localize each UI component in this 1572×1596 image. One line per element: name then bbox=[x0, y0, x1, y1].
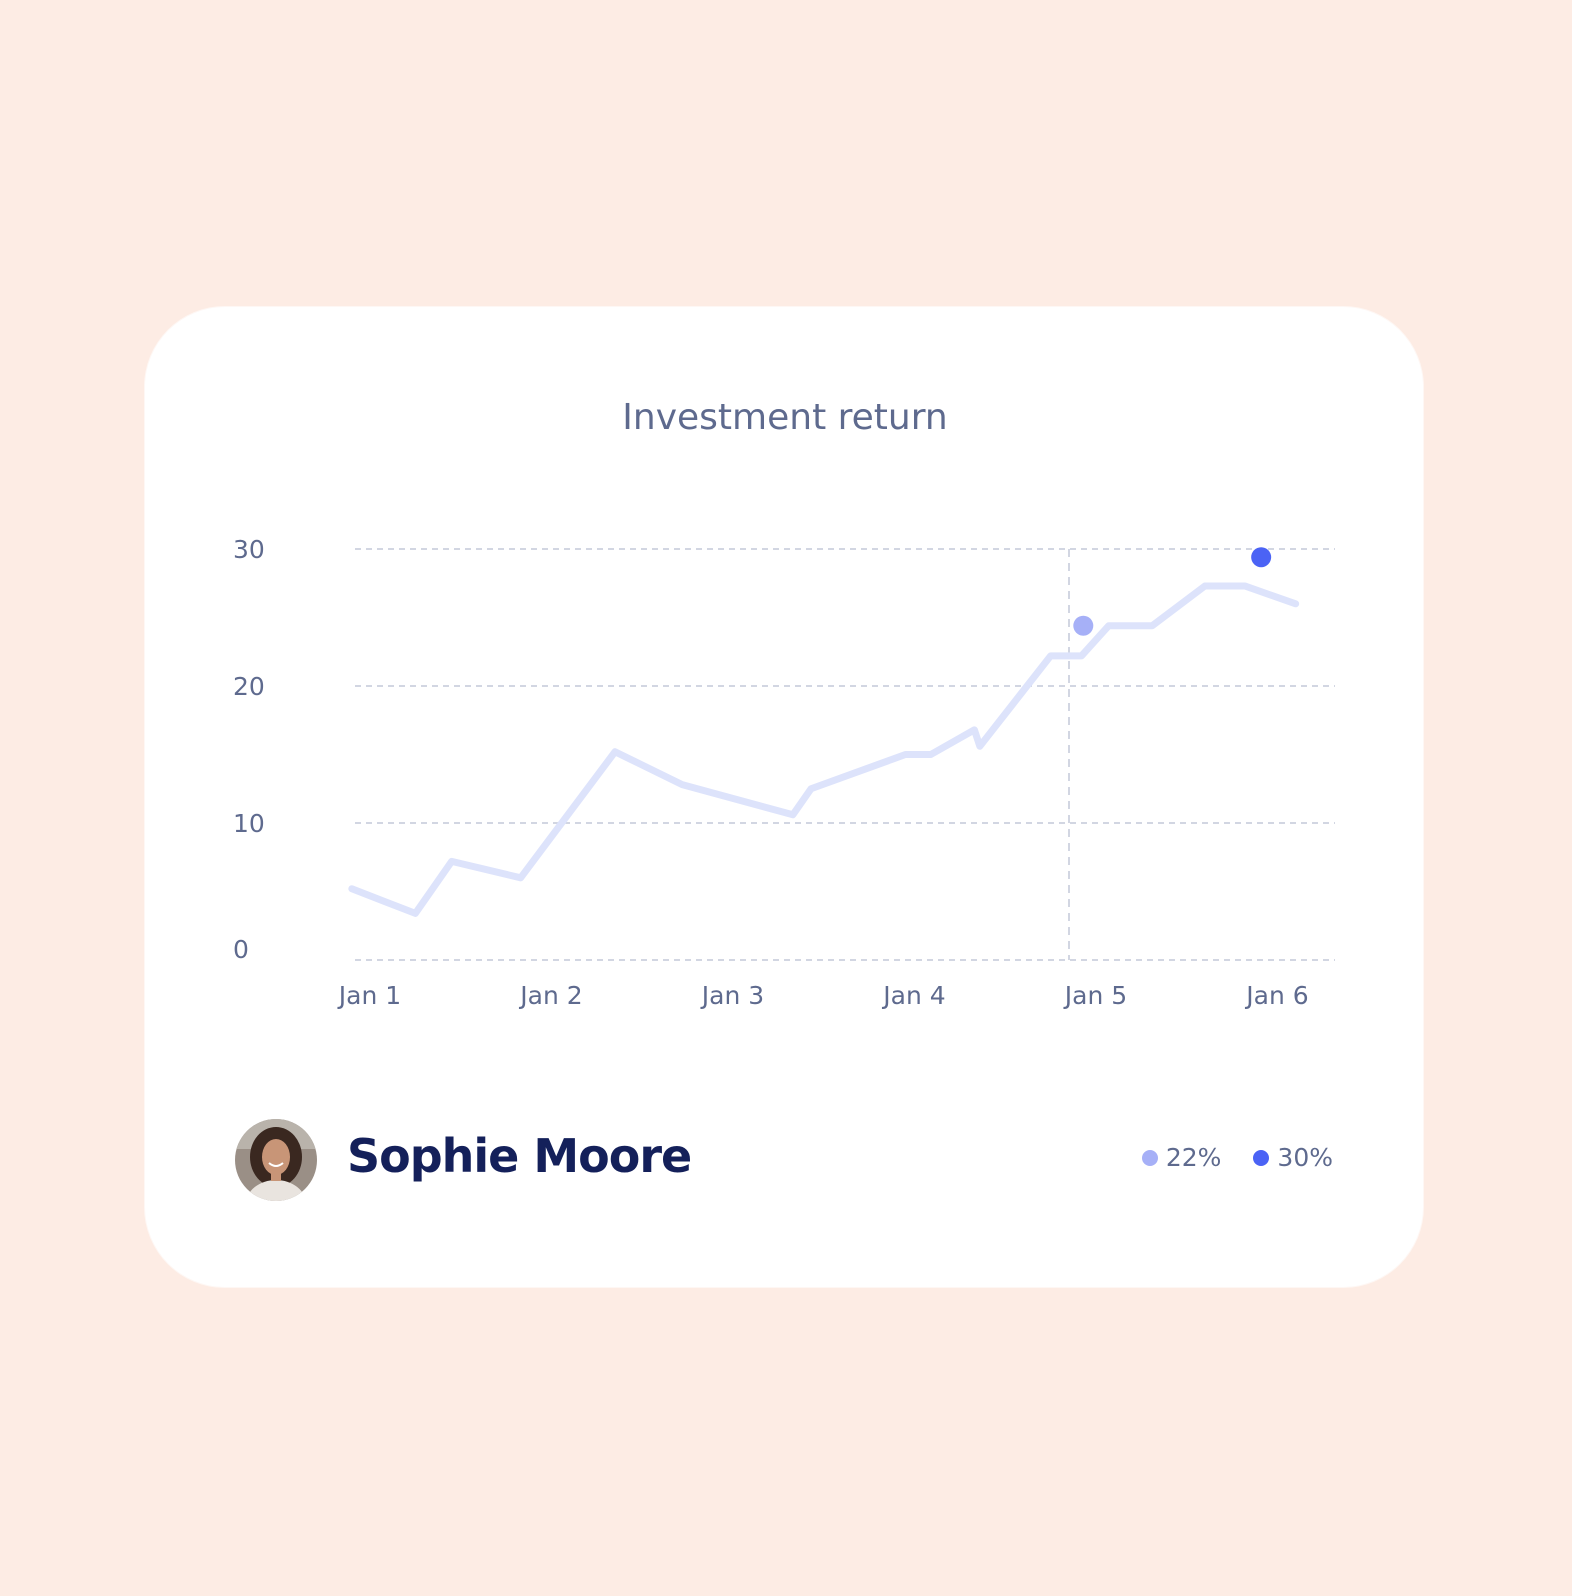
x-tick-label: Jan 1 bbox=[337, 981, 401, 1010]
y-tick-label: 0 bbox=[233, 935, 249, 964]
chart-card: Investment return 0 10 20 30 Jan 1 Jan 2 Jan … bbox=[145, 307, 1423, 1287]
legend-item: 22% bbox=[1141, 1143, 1222, 1172]
card-footer: Sophie Moore 22% 30% bbox=[235, 1119, 1333, 1201]
data-point-marker bbox=[1073, 615, 1094, 636]
x-tick-label: Jan 5 bbox=[1063, 981, 1127, 1010]
chart-title: Investment return bbox=[622, 397, 947, 438]
legend-label: 30% bbox=[1277, 1143, 1333, 1172]
user-name: Sophie Moore bbox=[347, 1129, 692, 1183]
legend-dot bbox=[1141, 1149, 1158, 1166]
y-tick-label: 20 bbox=[233, 672, 265, 701]
legend: 22% 30% bbox=[1141, 1143, 1333, 1172]
grid-lines bbox=[355, 548, 1335, 961]
avatar bbox=[235, 1119, 317, 1201]
series-line bbox=[348, 582, 1300, 917]
legend-item: 30% bbox=[1253, 1143, 1333, 1172]
y-tick-label: 30 bbox=[233, 535, 265, 564]
x-tick-label: Jan 6 bbox=[1244, 981, 1308, 1010]
series-layer bbox=[348, 582, 1300, 917]
x-tick-label: Jan 2 bbox=[518, 981, 582, 1010]
legend-label: 22% bbox=[1165, 1143, 1222, 1172]
y-axis-ticks: 0 10 20 30 bbox=[233, 535, 265, 964]
legend-dot bbox=[1253, 1149, 1270, 1166]
x-tick-label: Jan 3 bbox=[700, 981, 764, 1010]
marker-layer bbox=[1073, 547, 1272, 636]
data-point-marker bbox=[1251, 547, 1272, 568]
x-tick-label: Jan 4 bbox=[881, 981, 945, 1010]
x-axis-ticks: Jan 1 Jan 2 Jan 3 Jan 4 Jan 5 Jan 6 bbox=[337, 981, 1309, 1010]
y-tick-label: 10 bbox=[233, 809, 265, 838]
avatar-image bbox=[235, 1119, 317, 1201]
